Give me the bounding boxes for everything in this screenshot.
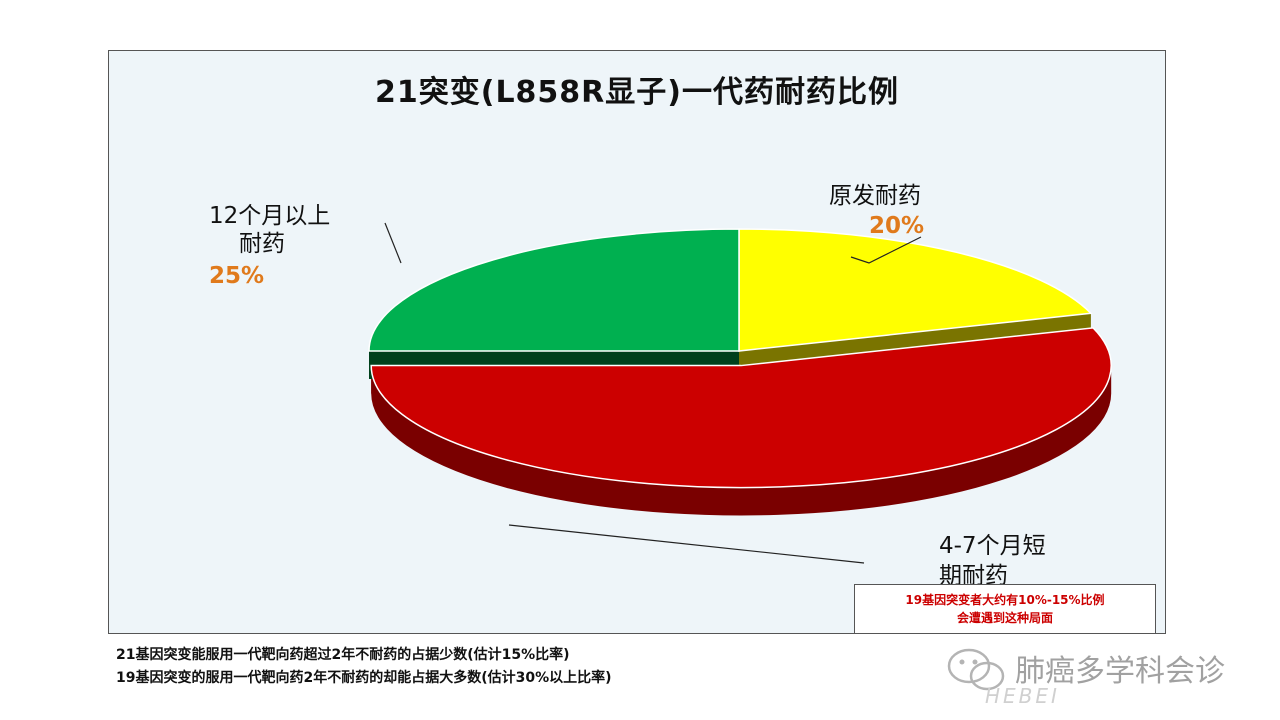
pie-tops xyxy=(368,228,1112,489)
leader-line-2 xyxy=(384,222,402,264)
slice-0 xyxy=(738,228,1093,352)
watermark-text: 肺癌多学科会诊 xyxy=(1015,654,1225,689)
wechat-icon xyxy=(947,648,1005,691)
watermark: 肺癌多学科会诊 HEBEI xyxy=(945,640,1265,710)
note-line-2: 会遭遇到这种局面 xyxy=(956,611,1053,625)
slice-side-1 xyxy=(371,365,1112,516)
slice-2 xyxy=(368,228,740,352)
footnote-1: 21基因突变能服用一代靶向药超过2年不耐药的占据少数(估计15%比率) xyxy=(116,647,570,663)
watermark-sub: HEBEI xyxy=(985,684,1060,708)
leader-line-1 xyxy=(508,524,865,564)
chart-title: 21突变(L858R显子)一代药耐药比例 xyxy=(374,75,899,110)
leader-line-0 xyxy=(850,236,922,264)
slice-value-0: 20% xyxy=(869,213,924,239)
slice-label-0-0: 原发耐药 xyxy=(829,183,921,209)
slice-value-2: 25% xyxy=(209,263,264,289)
slice-1 xyxy=(370,327,1112,489)
note-line-1: 19基因突变者大约有10%-15%比例 xyxy=(905,593,1105,607)
note-box: 19基因突变者大约有10%-15%比例 会遭遇到这种局面 xyxy=(854,584,1156,634)
footnote-2: 19基因突变的服用一代靶向药2年不耐药的却能占据大多数(估计30%以上比率) xyxy=(116,670,612,686)
slice-label-2-0: 12个月以上 xyxy=(209,203,330,229)
chart-frame: 21突变(L858R显子)一代药耐药比例 原发耐药 20% 4-7个月短 期耐药 12个… xyxy=(108,50,1166,634)
slice-label-2-1: 耐药 xyxy=(239,231,285,257)
slice-label-1-0: 4-7个月短 xyxy=(939,533,1046,559)
